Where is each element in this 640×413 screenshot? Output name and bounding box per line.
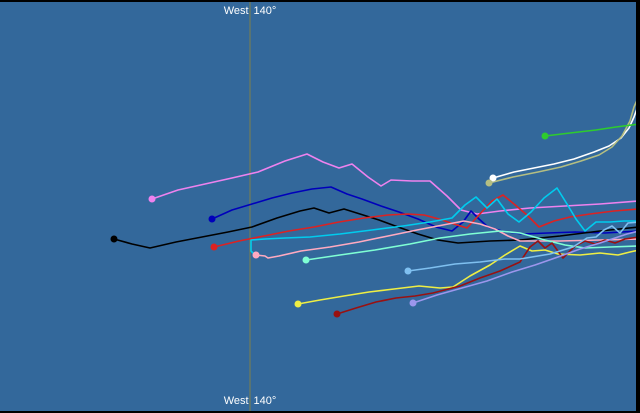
track-start-dot-aquamarine[interactable] (302, 256, 310, 264)
track-start-dot-green[interactable] (541, 132, 549, 140)
track-line-khaki (488, 100, 636, 184)
track-start-dot-white[interactable] (489, 174, 497, 182)
track-line-lavender (412, 230, 636, 304)
track-line-green (544, 123, 636, 137)
track-line-sky-blue (407, 221, 636, 272)
track-line-black (113, 207, 636, 249)
track-line-dark-red (336, 236, 636, 315)
track-start-dot-dark-red[interactable] (333, 310, 341, 318)
track-start-dot-yellow[interactable] (294, 300, 302, 308)
track-start-dot-violet[interactable] (148, 195, 156, 203)
track-start-dot-khaki[interactable] (485, 179, 493, 187)
track-start-dot-lavender[interactable] (409, 299, 417, 307)
track-line-cyan (250, 187, 636, 255)
track-line-red (213, 194, 636, 248)
track-start-dot-red[interactable] (210, 243, 218, 251)
track-start-dot-sky-blue[interactable] (404, 267, 412, 275)
track-line-violet (151, 153, 636, 215)
track-start-dot-navy[interactable] (208, 215, 216, 223)
track-start-dot-black[interactable] (110, 235, 118, 243)
track-start-dot-pink[interactable] (252, 251, 260, 259)
track-line-pink (255, 220, 636, 259)
